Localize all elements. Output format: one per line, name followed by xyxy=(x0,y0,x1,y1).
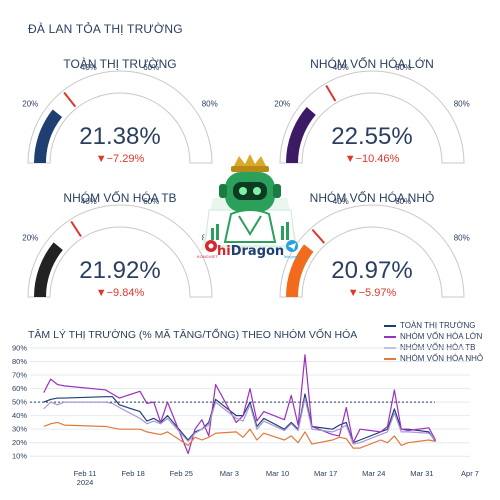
series-line-1 xyxy=(43,354,437,455)
gauge-delta: ▼−10.46% xyxy=(344,153,400,165)
brand-wordmark-hi: hi xyxy=(217,244,231,259)
gauge-tick-label: 20% xyxy=(274,100,290,109)
brand-wordmark-dragon: Dragon xyxy=(230,244,285,259)
y-tick-label: 60% xyxy=(12,384,27,393)
gauge-tick-label: 60% xyxy=(143,197,159,206)
x-tick-label: Mar 3 xyxy=(220,469,239,478)
gauge-track xyxy=(27,204,213,298)
gauge-tick-label: 20% xyxy=(22,100,38,109)
gauge-title: NHÓM VỐN HÓA TB xyxy=(63,191,177,205)
gauge-value: 21.92% xyxy=(79,257,161,284)
gauge-value-bar xyxy=(286,244,314,297)
x-tick-label: Apr 7 xyxy=(461,469,479,478)
brand-right-label: Telegram xyxy=(283,254,300,259)
x-tick-label: Mar 10 xyxy=(266,469,289,478)
y-tick-label: 70% xyxy=(12,371,27,380)
gauge-delta: ▼−5.97% xyxy=(347,287,397,299)
x-tick-label: Mar 31 xyxy=(410,469,433,478)
legend-label: NHÓM VỐN HÓA NHỎ xyxy=(400,354,484,363)
x-tick-label: Feb 18 xyxy=(121,469,144,478)
gauge-title: NHÓM VỐN HÓA NHỎ xyxy=(309,191,435,205)
legend-item-toan-thi-truong[interactable]: TOÀN THỊ TRƯỜNG xyxy=(384,320,483,331)
gauge-tick-label: 80% xyxy=(202,100,218,109)
brand-wordmark: hiDragon xyxy=(217,244,284,259)
x-tick-label: Feb 11 2024 xyxy=(74,469,97,487)
gauge-threshold-marker xyxy=(311,228,326,244)
gauge-track xyxy=(279,70,465,164)
legend-label: NHÓM VỐN HÓA LỚN xyxy=(400,332,483,341)
gauge-von-hoa-lon: NHÓM VỐN HÓA LỚN 0%20%40%60%80%100% 22.5… xyxy=(272,57,472,207)
gauge-value: 20.97% xyxy=(331,257,413,284)
legend-label: TOÀN THỊ TRƯỜNG xyxy=(400,321,476,330)
gauge-title: TOÀN THỊ TRƯỜNG xyxy=(63,57,177,71)
series-line-3 xyxy=(43,421,436,449)
series-line-2 xyxy=(43,397,437,445)
x-tick-label: Mar 17 xyxy=(314,469,337,478)
gauge-tick-label: 40% xyxy=(81,63,97,72)
legend-swatch xyxy=(384,335,396,338)
y-tick-label: 90% xyxy=(12,344,27,353)
gauge-tick-label: 60% xyxy=(395,63,411,72)
gauge-tick-label: 40% xyxy=(81,197,97,206)
gauge-delta: ▼−9.84% xyxy=(95,287,145,299)
gauge-track xyxy=(279,204,465,298)
gauge-dial: 0%20%40%60%80%100% xyxy=(274,63,470,164)
chart-title: TÂM LÝ THỊ TRƯỜNG (% MÃ TĂNG/TỔNG) THEO … xyxy=(28,329,358,341)
sentiment-line-chart: 10% 20% 30% 40% 50% 60% 70% 80% 90% Feb 11 2024 Feb… xyxy=(12,344,479,488)
y-tick-label: 30% xyxy=(12,425,27,434)
y-tick-label: 10% xyxy=(12,452,27,461)
gauge-title: NHÓM VỐN HÓA LỚN xyxy=(310,57,434,71)
gauge-toan-thi-truong: TOÀN THỊ TRƯỜNG 0%20%40%60%80%100% 21.38… xyxy=(20,57,220,207)
legend-swatch xyxy=(384,357,396,360)
gauge-tick-label: 60% xyxy=(143,63,159,72)
gauge-tick-label: 80% xyxy=(454,100,470,109)
gauge-value-bar xyxy=(34,242,63,297)
brand-left-label: KONGVIET xyxy=(197,254,218,259)
gauge-track xyxy=(27,70,213,164)
hidragon-logo: KONGVIET Telegram hiDragon xyxy=(195,150,305,300)
x-tick-label: Feb 25 xyxy=(170,469,193,478)
gauge-tick-label: 40% xyxy=(333,197,349,206)
gauge-threshold-marker xyxy=(70,220,82,238)
gauge-value-bar xyxy=(34,109,63,163)
legend-swatch xyxy=(384,324,396,327)
gauge-dial: 0%20%40%60%80%100% xyxy=(22,63,218,164)
gauge-threshold-marker xyxy=(63,91,77,108)
gauge-tick-label: 80% xyxy=(454,234,470,243)
gauge-value: 22.55% xyxy=(331,123,413,150)
gauge-tick-label: 20% xyxy=(22,234,38,243)
legend-item-von-hoa-nho[interactable]: NHÓM VỐN HÓA NHỎ xyxy=(384,353,483,364)
gauge-tick-label: 60% xyxy=(395,197,411,206)
gauge-value-bar xyxy=(286,107,316,163)
y-tick-label: 80% xyxy=(12,357,27,366)
x-tick-label: Mar 24 xyxy=(362,469,385,478)
gauge-delta: ▼−7.29% xyxy=(95,153,145,165)
y-tick-label: 20% xyxy=(12,438,27,447)
gauge-value: 21.38% xyxy=(79,123,161,150)
gauge-tick-label: 40% xyxy=(333,63,349,72)
gauge-threshold-marker xyxy=(325,85,337,102)
y-tick-label: 50% xyxy=(12,398,27,407)
robot-mascot-icon xyxy=(201,154,299,252)
legend-item-von-hoa-lon[interactable]: NHÓM VỐN HÓA LỚN xyxy=(384,331,483,342)
series-line-0 xyxy=(43,393,437,444)
page-title: ĐÀ LAN TỎA THỊ TRƯỜNG xyxy=(28,22,183,36)
y-tick-label: 40% xyxy=(12,411,27,420)
gauge-von-hoa-tb: NHÓM VỐN HÓA TB 0%20%40%60%80%100% 21.92… xyxy=(20,191,220,341)
